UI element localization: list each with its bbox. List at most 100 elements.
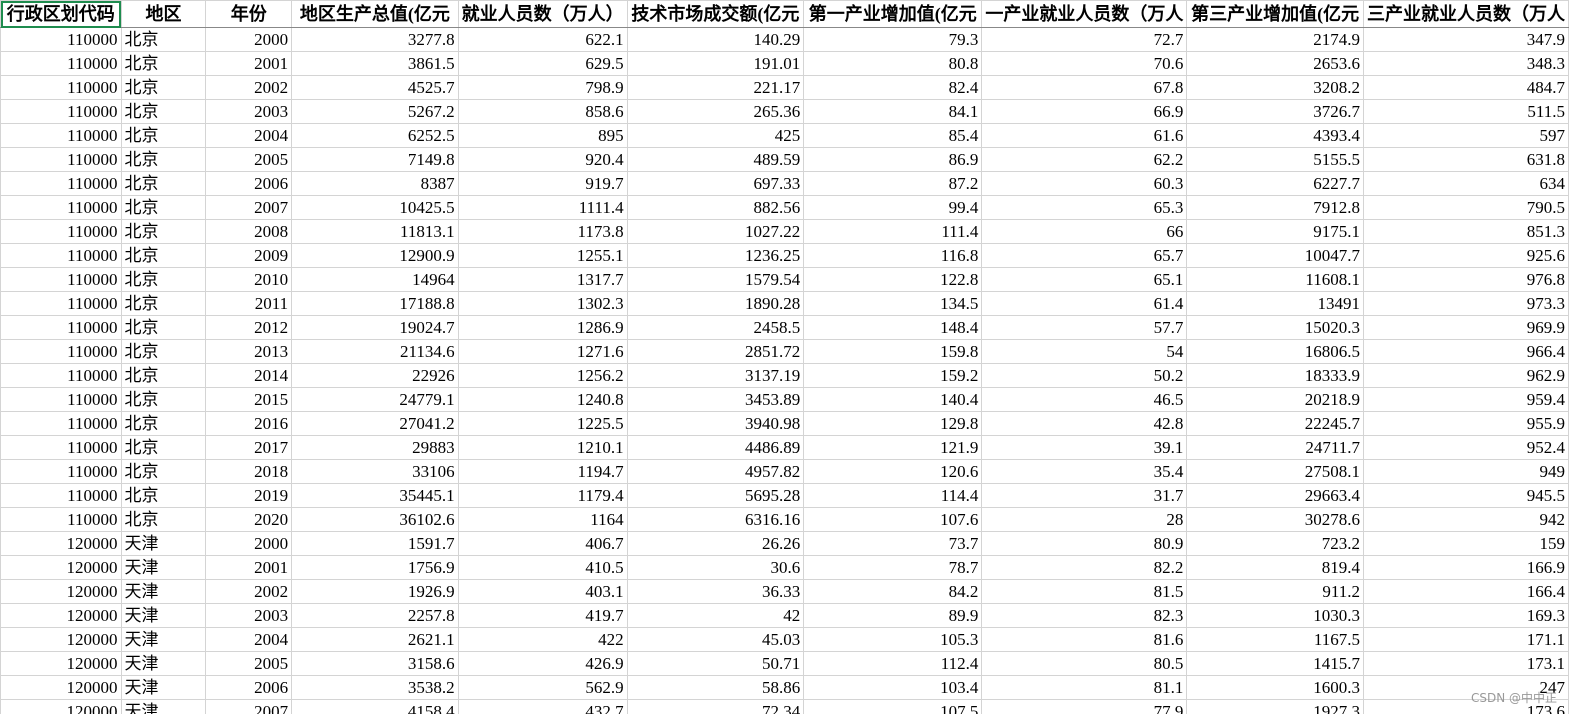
cell[interactable]: 82.4: [803, 75, 983, 100]
cell[interactable]: 87.2: [803, 171, 983, 196]
cell[interactable]: 35.4: [981, 459, 1188, 484]
cell[interactable]: 120000: [0, 555, 122, 580]
cell[interactable]: 82.2: [981, 555, 1188, 580]
cell[interactable]: 1210.1: [457, 435, 628, 460]
cell[interactable]: 天津: [120, 651, 207, 676]
cell[interactable]: 2005: [205, 651, 293, 676]
cell[interactable]: 955.9: [1362, 411, 1569, 436]
cell[interactable]: 1256.2: [457, 363, 628, 388]
cell[interactable]: 1600.3: [1186, 675, 1364, 700]
cell[interactable]: 631.8: [1362, 147, 1569, 172]
cell[interactable]: 22245.7: [1186, 411, 1364, 436]
cell[interactable]: 1255.1: [457, 243, 628, 268]
cell[interactable]: 6227.7: [1186, 171, 1364, 196]
cell[interactable]: 70.6: [981, 51, 1188, 76]
cell[interactable]: 1236.25: [626, 243, 805, 268]
cell[interactable]: 120.6: [803, 459, 983, 484]
cell[interactable]: 159.2: [803, 363, 983, 388]
cell[interactable]: 1164: [457, 507, 628, 532]
cell[interactable]: 6252.5: [291, 123, 459, 148]
cell[interactable]: 2007: [205, 699, 293, 714]
cell[interactable]: 2012: [205, 315, 293, 340]
cell[interactable]: 54: [981, 339, 1188, 364]
cell[interactable]: 北京: [120, 99, 207, 124]
cell[interactable]: 2013: [205, 339, 293, 364]
cell[interactable]: 159: [1362, 531, 1569, 556]
cell[interactable]: 89.9: [803, 603, 983, 628]
cell[interactable]: 3277.8: [291, 27, 459, 52]
cell[interactable]: 3726.7: [1186, 99, 1364, 124]
cell[interactable]: 80.5: [981, 651, 1188, 676]
cell[interactable]: 973.3: [1362, 291, 1569, 316]
cell[interactable]: 110000: [0, 411, 122, 436]
cell[interactable]: 21134.6: [291, 339, 459, 364]
cell[interactable]: 511.5: [1362, 99, 1569, 124]
cell[interactable]: 45.03: [626, 627, 805, 652]
cell[interactable]: 82.3: [981, 603, 1188, 628]
cell[interactable]: 29663.4: [1186, 483, 1364, 508]
cell[interactable]: 天津: [120, 675, 207, 700]
cell[interactable]: 11813.1: [291, 219, 459, 244]
cell[interactable]: 110000: [0, 243, 122, 268]
cell[interactable]: 20218.9: [1186, 387, 1364, 412]
cell[interactable]: 426.9: [457, 651, 628, 676]
cell[interactable]: 920.4: [457, 147, 628, 172]
cell[interactable]: 3940.98: [626, 411, 805, 436]
cell[interactable]: 265.36: [626, 99, 805, 124]
header-cell[interactable]: 就业人员数（万人）: [457, 0, 628, 28]
cell[interactable]: 2004: [205, 123, 293, 148]
cell[interactable]: 4158.4: [291, 699, 459, 714]
cell[interactable]: 3137.19: [626, 363, 805, 388]
cell[interactable]: 882.56: [626, 195, 805, 220]
header-cell[interactable]: 地区生产总值(亿元: [291, 0, 459, 28]
cell[interactable]: 819.4: [1186, 555, 1364, 580]
cell[interactable]: 1030.3: [1186, 603, 1364, 628]
cell[interactable]: 北京: [120, 267, 207, 292]
cell[interactable]: 1225.5: [457, 411, 628, 436]
cell[interactable]: 84.1: [803, 99, 983, 124]
cell[interactable]: 1756.9: [291, 555, 459, 580]
cell[interactable]: 959.4: [1362, 387, 1569, 412]
cell[interactable]: 天津: [120, 603, 207, 628]
cell[interactable]: 北京: [120, 315, 207, 340]
header-cell[interactable]: 第三产业增加值(亿元: [1186, 0, 1364, 28]
cell[interactable]: 120000: [0, 531, 122, 556]
cell[interactable]: 2000: [205, 27, 293, 52]
cell[interactable]: 952.4: [1362, 435, 1569, 460]
cell[interactable]: 851.3: [1362, 219, 1569, 244]
cell[interactable]: 110000: [0, 363, 122, 388]
cell[interactable]: 1271.6: [457, 339, 628, 364]
cell[interactable]: 114.4: [803, 483, 983, 508]
cell[interactable]: 122.8: [803, 267, 983, 292]
cell[interactable]: 50.71: [626, 651, 805, 676]
cell[interactable]: 19024.7: [291, 315, 459, 340]
cell[interactable]: 1286.9: [457, 315, 628, 340]
cell[interactable]: 5267.2: [291, 99, 459, 124]
cell[interactable]: 77.9: [981, 699, 1188, 714]
cell[interactable]: 84.2: [803, 579, 983, 604]
cell[interactable]: 7149.8: [291, 147, 459, 172]
cell[interactable]: 2010: [205, 267, 293, 292]
cell[interactable]: 3538.2: [291, 675, 459, 700]
cell[interactable]: 2002: [205, 579, 293, 604]
cell[interactable]: 80.9: [981, 531, 1188, 556]
cell[interactable]: 65.3: [981, 195, 1188, 220]
cell[interactable]: 北京: [120, 411, 207, 436]
cell[interactable]: 60.3: [981, 171, 1188, 196]
cell[interactable]: 72.7: [981, 27, 1188, 52]
cell[interactable]: 12900.9: [291, 243, 459, 268]
cell[interactable]: 697.33: [626, 171, 805, 196]
cell[interactable]: 天津: [120, 579, 207, 604]
cell[interactable]: 北京: [120, 459, 207, 484]
cell[interactable]: 159.8: [803, 339, 983, 364]
cell[interactable]: 22926: [291, 363, 459, 388]
cell[interactable]: 30278.6: [1186, 507, 1364, 532]
cell[interactable]: 85.4: [803, 123, 983, 148]
cell[interactable]: 120000: [0, 603, 122, 628]
cell[interactable]: 16806.5: [1186, 339, 1364, 364]
cell[interactable]: 191.01: [626, 51, 805, 76]
cell[interactable]: 1111.4: [457, 195, 628, 220]
cell[interactable]: 42.8: [981, 411, 1188, 436]
cell[interactable]: 2007: [205, 195, 293, 220]
cell[interactable]: 425: [626, 123, 805, 148]
